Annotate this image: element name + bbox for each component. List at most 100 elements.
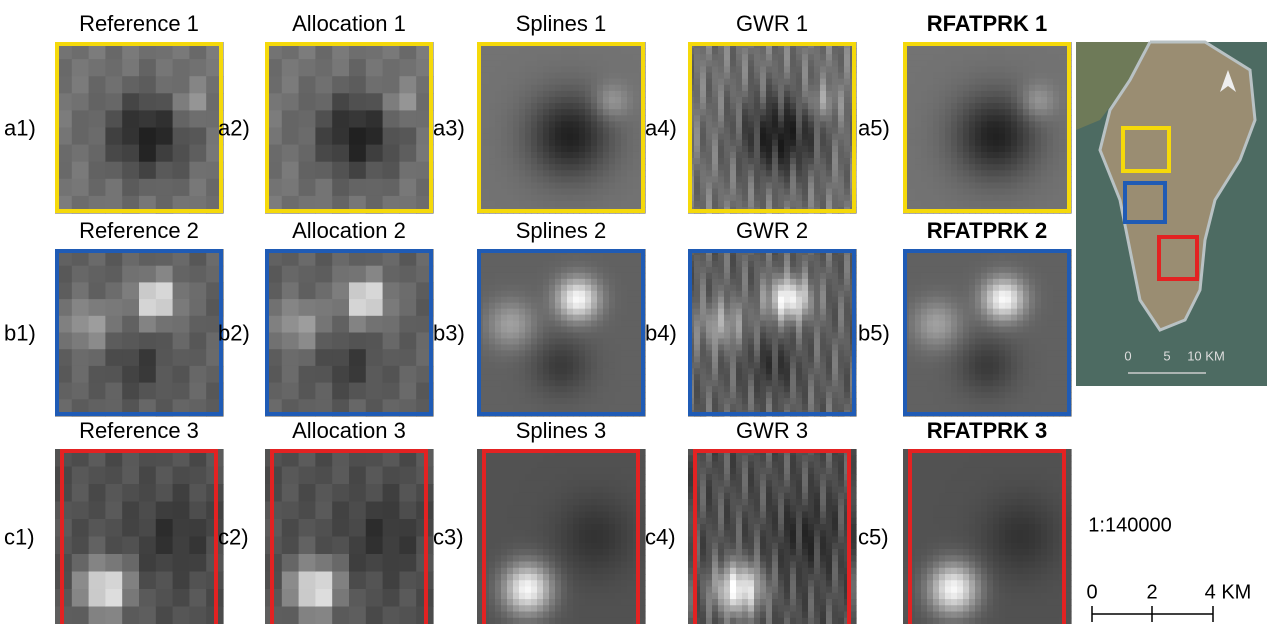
image-pixel	[718, 152, 725, 159]
image-pixel	[844, 97, 851, 104]
image-pixel	[89, 383, 106, 400]
image-pixel	[712, 386, 719, 393]
image-pixel	[802, 97, 809, 104]
image-pixel	[597, 338, 604, 345]
image-pixel	[844, 356, 851, 363]
image-pixel	[531, 291, 538, 298]
image-pixel	[537, 374, 544, 381]
image-pixel	[712, 146, 719, 153]
image-pixel	[754, 297, 761, 304]
image-pixel	[483, 79, 490, 86]
image-pixel	[105, 383, 122, 400]
image-pixel	[173, 128, 190, 146]
image-pixel	[1035, 152, 1042, 159]
image-pixel	[754, 386, 761, 393]
image-pixel	[832, 146, 839, 153]
image-pixel	[591, 356, 598, 363]
image-pixel	[513, 380, 520, 387]
image-pixel	[784, 303, 791, 310]
image-pixel	[706, 134, 713, 141]
image-pixel	[838, 327, 845, 334]
image-pixel	[939, 109, 946, 116]
image-pixel	[993, 134, 1000, 141]
image-pixel	[790, 356, 797, 363]
image-pixel	[549, 392, 556, 399]
image-pixel	[975, 344, 982, 351]
image-pixel	[349, 316, 366, 333]
image-pixel	[543, 297, 550, 304]
map-scale-label: 0	[1124, 348, 1131, 363]
image-pixel	[561, 368, 568, 375]
image-pixel	[981, 279, 988, 286]
image-pixel	[766, 374, 773, 381]
image-pixel	[987, 315, 994, 322]
image-pixel	[525, 309, 532, 316]
image-pixel	[1011, 195, 1018, 202]
image-pixel	[549, 109, 556, 116]
image-pixel	[921, 176, 928, 183]
image-pixel	[748, 333, 755, 340]
image-pixel	[832, 255, 839, 262]
image-pixel	[772, 338, 779, 345]
image-pixel	[778, 356, 785, 363]
image-pixel	[501, 261, 508, 268]
image-pixel	[772, 315, 779, 322]
image-pixel	[915, 195, 922, 202]
image-pixel	[332, 110, 349, 128]
image-pixel	[742, 368, 749, 375]
image-pixel	[963, 321, 970, 328]
image-pixel	[519, 121, 526, 128]
image-pixel	[921, 279, 928, 286]
image-pixel	[525, 327, 532, 334]
image-pixel	[951, 279, 958, 286]
image-pixel	[909, 182, 916, 189]
image-pixel	[939, 182, 946, 189]
image-pixel	[585, 404, 592, 411]
image-pixel	[531, 103, 538, 110]
image-pixel	[975, 91, 982, 98]
image-pixel	[366, 383, 383, 400]
image-pixel	[718, 146, 725, 153]
image-pixel	[501, 362, 508, 369]
image-pixel	[826, 164, 833, 171]
image-pixel	[1029, 333, 1036, 340]
image-pixel	[627, 350, 634, 357]
image-pixel	[796, 176, 803, 183]
image-pixel	[585, 398, 592, 405]
image-pixel	[939, 79, 946, 86]
image-pixel	[772, 356, 779, 363]
image-pixel	[615, 48, 622, 55]
image-pixel	[519, 380, 526, 387]
image-pixel	[772, 121, 779, 128]
image-pixel	[507, 164, 514, 171]
image-pixel	[933, 182, 940, 189]
row-label: a1)	[4, 115, 36, 140]
image-pixel	[633, 97, 640, 104]
image-pixel	[760, 303, 767, 310]
image-pixel	[507, 392, 514, 399]
image-pixel	[1029, 303, 1036, 310]
image-pixel	[694, 386, 701, 393]
image-pixel	[597, 164, 604, 171]
image-pixel	[489, 182, 496, 189]
image-pixel	[531, 279, 538, 286]
image-pixel	[513, 267, 520, 274]
image-pixel	[766, 344, 773, 351]
image-pixel	[1023, 189, 1030, 196]
image-pixel	[489, 321, 496, 328]
image-pixel	[1047, 182, 1054, 189]
image-pixel	[555, 368, 562, 375]
image-pixel	[784, 140, 791, 147]
image-pixel	[694, 297, 701, 304]
image-pixel	[844, 134, 851, 141]
image-pixel	[999, 350, 1006, 357]
image-pixel	[1023, 164, 1030, 171]
image-pixel	[513, 368, 520, 375]
image-pixel	[579, 309, 586, 316]
image-pixel	[537, 128, 544, 135]
image-pixel	[963, 333, 970, 340]
image-pixel	[712, 152, 719, 159]
image-pixel	[802, 380, 809, 387]
image-pixel	[993, 48, 1000, 55]
image-pixel	[909, 404, 916, 411]
